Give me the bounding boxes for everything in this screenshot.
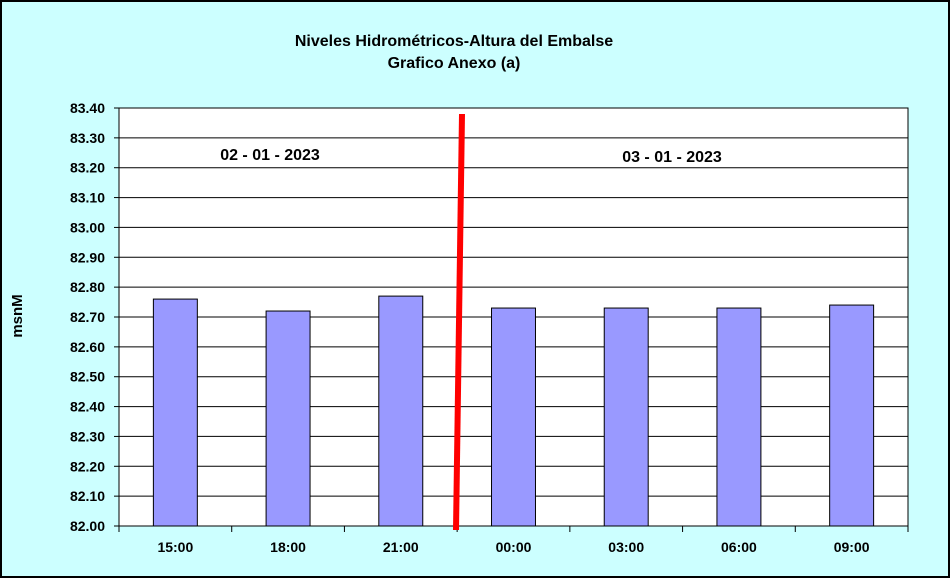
y-tick-label: 82.00 (70, 518, 105, 534)
bar-4 (603, 307, 649, 527)
x-tick-label: 21:00 (383, 539, 419, 555)
y-tick-label: 82.30 (70, 428, 105, 444)
x-tick-label: 06:00 (721, 539, 757, 555)
day-label-1: 02 - 01 - 2023 (220, 147, 320, 164)
y-tick-label: 82.60 (70, 339, 105, 355)
x-axis-ticks: 15:00 18:00 21:00 00:00 03:00 06:00 09:00 (118, 526, 909, 555)
bars (152, 295, 875, 527)
y-tick-label: 83.30 (70, 130, 105, 146)
chart-subtitle: Grafico Anexo (a) (388, 55, 521, 72)
y-tick-label: 83.40 (70, 100, 105, 116)
y-tick-label: 83.10 (70, 190, 105, 206)
y-tick-label: 82.90 (70, 249, 105, 265)
day-label-2: 03 - 01 - 2023 (622, 149, 722, 166)
y-axis-ticks: 82.00 82.10 82.20 82.30 82.40 82.50 82.60 82.70… (70, 100, 119, 534)
x-tick-label: 18:00 (270, 539, 306, 555)
y-tick-label: 82.10 (70, 488, 105, 504)
bar-1 (265, 310, 311, 527)
chart-title: Niveles Hidrométricos-Altura del Embalse (295, 33, 613, 50)
bar-2 (378, 295, 424, 527)
x-tick-label: 03:00 (608, 539, 644, 555)
y-tick-label: 82.20 (70, 458, 105, 474)
y-tick-label: 83.20 (70, 160, 105, 176)
gridlines (119, 137, 908, 497)
y-tick-label: 82.40 (70, 399, 105, 415)
bar-5 (716, 307, 762, 527)
y-tick-label: 82.50 (70, 369, 105, 385)
x-tick-label: 00:00 (496, 539, 532, 555)
x-tick-label: 15:00 (157, 539, 193, 555)
y-tick-label: 83.00 (70, 219, 105, 235)
x-tick-label: 09:00 (834, 539, 870, 555)
y-tick-label: 82.80 (70, 279, 105, 295)
bar-3 (491, 307, 536, 527)
day-separator-line (453, 113, 465, 531)
bar-0 (152, 298, 198, 527)
bar-6 (829, 304, 875, 527)
y-tick-label: 82.70 (70, 309, 105, 325)
y-axis-label: msnM (9, 294, 26, 337)
